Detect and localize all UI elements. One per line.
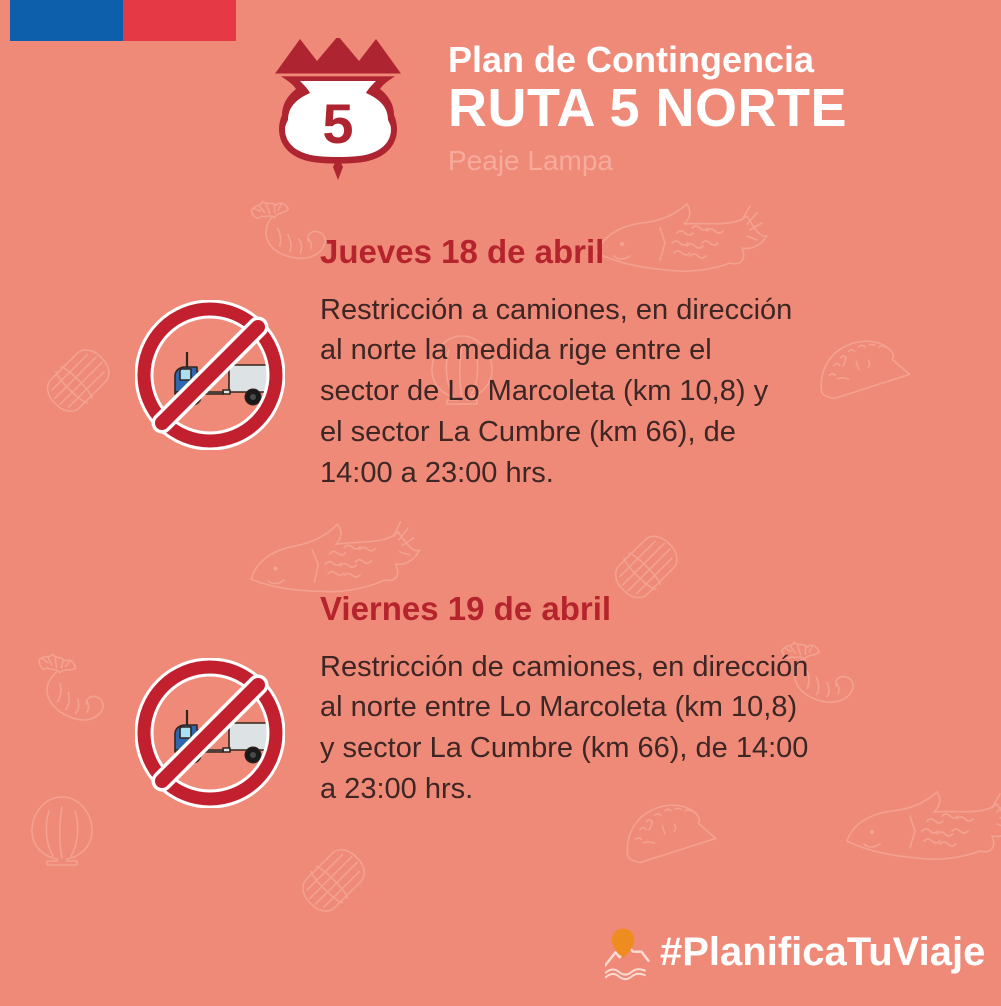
svg-text:5: 5 xyxy=(322,92,353,155)
